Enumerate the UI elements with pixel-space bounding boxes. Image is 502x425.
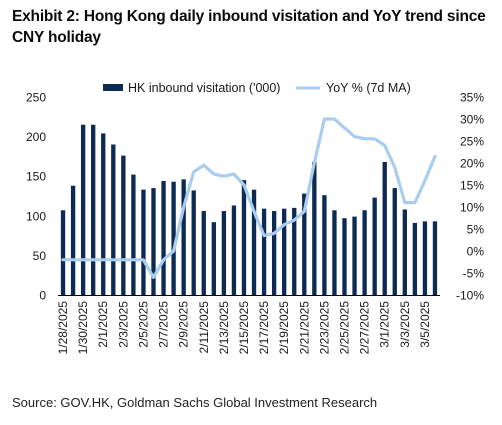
x-axis-tick-label: 2/23/2025 bbox=[317, 301, 331, 355]
right-axis-tick-label: -10% bbox=[456, 289, 484, 303]
bar bbox=[412, 222, 418, 295]
bar bbox=[111, 144, 116, 295]
bar bbox=[432, 221, 438, 295]
x-axis-tick-label: 2/5/2025 bbox=[136, 301, 150, 348]
left-axis-tick-label: 50 bbox=[33, 249, 47, 263]
x-axis-tick-label: 2/27/2025 bbox=[358, 301, 372, 355]
bar bbox=[282, 208, 287, 295]
bar bbox=[131, 174, 136, 295]
x-axis-tick-label: 2/1/2025 bbox=[96, 301, 110, 348]
bar bbox=[171, 181, 176, 295]
bar bbox=[181, 179, 186, 295]
left-axis-tick-label: 0 bbox=[39, 289, 46, 303]
bar bbox=[60, 210, 66, 295]
right-axis-tick-label: 10% bbox=[460, 201, 484, 215]
x-axis-tick-label: 3/3/2025 bbox=[398, 301, 412, 348]
left-axis-tick-label: 100 bbox=[26, 209, 46, 223]
right-axis-tick-label: 20% bbox=[460, 157, 484, 171]
bar bbox=[191, 190, 196, 295]
right-axis-tick-label: 25% bbox=[460, 135, 484, 149]
right-axis-tick-label: 35% bbox=[460, 91, 484, 105]
x-axis-tick-label: 2/9/2025 bbox=[177, 301, 191, 348]
bar bbox=[251, 189, 257, 295]
x-axis-tick-label: 2/3/2025 bbox=[116, 301, 130, 348]
bar bbox=[292, 207, 297, 295]
x-axis-tick-label: 2/15/2025 bbox=[237, 301, 251, 355]
bar bbox=[80, 124, 86, 295]
left-axis-tick-label: 200 bbox=[26, 130, 46, 144]
bar bbox=[422, 221, 428, 295]
bar bbox=[141, 189, 146, 295]
bar bbox=[201, 211, 206, 295]
x-axis-tick-label: 2/11/2025 bbox=[197, 301, 211, 354]
x-axis-tick-label: 2/25/2025 bbox=[338, 301, 352, 355]
bar bbox=[221, 211, 227, 295]
legend-bar-label: HK inbound visitation ('000) bbox=[128, 81, 280, 95]
right-axis-tick-label: -5% bbox=[463, 267, 485, 281]
bar bbox=[302, 193, 307, 295]
bar bbox=[101, 133, 106, 295]
bar bbox=[271, 211, 277, 295]
right-axis-tick-label: 0% bbox=[467, 245, 485, 259]
bar bbox=[372, 197, 377, 295]
x-axis-tick-label: 1/28/2025 bbox=[56, 301, 70, 355]
x-axis-tick-label: 2/19/2025 bbox=[277, 301, 291, 355]
bar bbox=[362, 210, 367, 295]
bar bbox=[91, 124, 96, 295]
right-axis-tick-label: 5% bbox=[467, 223, 485, 237]
bar bbox=[211, 222, 216, 295]
x-axis-tick-label: 2/7/2025 bbox=[157, 301, 171, 348]
bar bbox=[121, 155, 126, 295]
bar bbox=[352, 216, 357, 295]
yoy-line bbox=[61, 117, 437, 279]
bar bbox=[402, 209, 407, 295]
bar bbox=[231, 205, 237, 295]
right-axis-tick-label: 30% bbox=[460, 113, 484, 127]
bar bbox=[70, 185, 76, 295]
legend-line-label: YoY % (7d MA) bbox=[326, 81, 411, 95]
x-axis-tick-label: 2/17/2025 bbox=[257, 301, 271, 355]
bar bbox=[382, 161, 387, 295]
chart-title: Exhibit 2: Hong Kong daily inbound visit… bbox=[12, 8, 486, 46]
x-axis-tick-label: 2/21/2025 bbox=[297, 301, 311, 355]
x-axis-tick-label: 3/5/2025 bbox=[418, 301, 432, 348]
left-axis-tick-label: 250 bbox=[26, 91, 46, 105]
bar bbox=[241, 180, 247, 295]
bar bbox=[332, 210, 337, 295]
bar bbox=[261, 208, 267, 295]
bar bbox=[151, 188, 156, 295]
left-axis-tick-label: 150 bbox=[26, 170, 46, 184]
legend-bar-swatch bbox=[103, 84, 123, 91]
bar bbox=[322, 195, 327, 295]
x-axis-tick-label: 2/13/2025 bbox=[217, 301, 231, 355]
x-axis-tick-label: 1/30/2025 bbox=[76, 301, 90, 355]
source-note: Source: GOV.HK, Goldman Sachs Global Inv… bbox=[12, 395, 378, 410]
right-axis-tick-label: 15% bbox=[460, 179, 484, 193]
bar bbox=[392, 188, 397, 295]
x-axis-tick-label: 3/1/2025 bbox=[378, 301, 392, 348]
bar bbox=[312, 161, 317, 295]
bar bbox=[342, 218, 347, 295]
bar bbox=[161, 180, 166, 295]
